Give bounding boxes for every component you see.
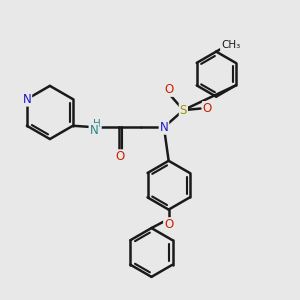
Text: N: N xyxy=(89,124,98,137)
Text: O: O xyxy=(115,150,124,163)
Text: O: O xyxy=(164,218,173,231)
Text: H: H xyxy=(93,118,101,129)
Text: CH₃: CH₃ xyxy=(221,40,240,50)
Text: O: O xyxy=(203,102,212,115)
Text: O: O xyxy=(164,83,173,96)
Text: S: S xyxy=(180,103,187,117)
Text: N: N xyxy=(22,93,31,106)
Text: N: N xyxy=(160,121,168,134)
